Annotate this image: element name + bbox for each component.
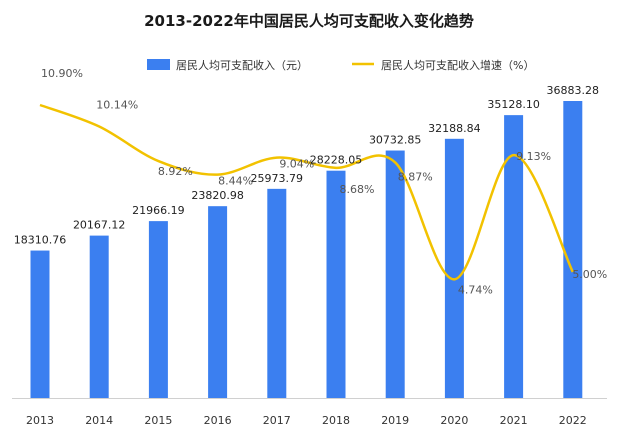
bar-2022: [563, 101, 583, 398]
bar-2021: [504, 115, 524, 399]
bar-label-2013: 18310.76: [14, 234, 67, 247]
rate-label-2021: 9.13%: [516, 150, 551, 163]
legend-line-label: 居民人均可支配收入增速（%）: [381, 58, 534, 72]
x-tick-2016: 2016: [204, 414, 232, 427]
bar-2018: [326, 170, 346, 398]
x-tick-2013: 2013: [26, 414, 54, 427]
x-tick-2019: 2019: [381, 414, 409, 427]
bar-2016: [208, 206, 228, 398]
rate-label-2017: 9.04%: [279, 158, 314, 171]
legend-bar-swatch: [147, 59, 170, 70]
bar-2017: [267, 188, 287, 398]
bar-2014: [89, 235, 109, 398]
bar-label-2020: 32188.84: [428, 122, 481, 135]
x-tick-2022: 2022: [559, 414, 587, 427]
rate-label-2020: 4.74%: [458, 283, 493, 296]
bar-2020: [444, 138, 464, 399]
x-tick-2017: 2017: [263, 414, 291, 427]
line-series: [39, 103, 574, 281]
chart-title: 2013-2022年中国居民人均可支配收入变化趋势: [144, 12, 474, 30]
bar-label-2015: 21966.19: [132, 204, 185, 217]
rate-label-2013: 10.90%: [41, 67, 83, 80]
rate-label-2018: 8.68%: [340, 183, 375, 196]
growth-rate-line: [39, 103, 574, 281]
bar-label-2014: 20167.12: [73, 219, 126, 232]
rate-label-2015: 8.92%: [158, 165, 193, 178]
data-labels: 18310.76 20167.12 21966.19 23820.98 25973.79…: [14, 67, 608, 296]
legend: 居民人均可支配收入（元） 居民人均可支配收入增速（%）: [147, 58, 534, 72]
x-tick-2020: 2020: [440, 414, 468, 427]
bar-series: [30, 101, 583, 399]
x-tick-2018: 2018: [322, 414, 350, 427]
rate-label-2022: 5.00%: [572, 268, 607, 281]
bar-label-2017: 25973.79: [251, 172, 304, 185]
bar-2015: [148, 221, 168, 398]
rate-label-2014: 10.14%: [96, 99, 138, 112]
x-axis: 2013 2014 2015 2016 2017 2018 2019 2020 2021 2022: [12, 398, 607, 427]
rate-label-2016: 8.44%: [218, 175, 253, 188]
x-tick-2021: 2021: [500, 414, 528, 427]
bar-label-2021: 35128.10: [487, 98, 540, 111]
bar-2013: [30, 250, 50, 398]
bar-label-2019: 30732.85: [369, 134, 422, 147]
bar-label-2018: 28228.05: [310, 154, 363, 167]
bar-label-2022: 36883.28: [547, 84, 600, 97]
rate-label-2019: 8.87%: [398, 170, 433, 183]
bar-2019: [385, 150, 405, 398]
legend-bar-label: 居民人均可支配收入（元）: [176, 58, 308, 72]
x-tick-2014: 2014: [85, 414, 113, 427]
x-tick-2015: 2015: [144, 414, 172, 427]
bar-label-2016: 23820.98: [191, 189, 244, 202]
